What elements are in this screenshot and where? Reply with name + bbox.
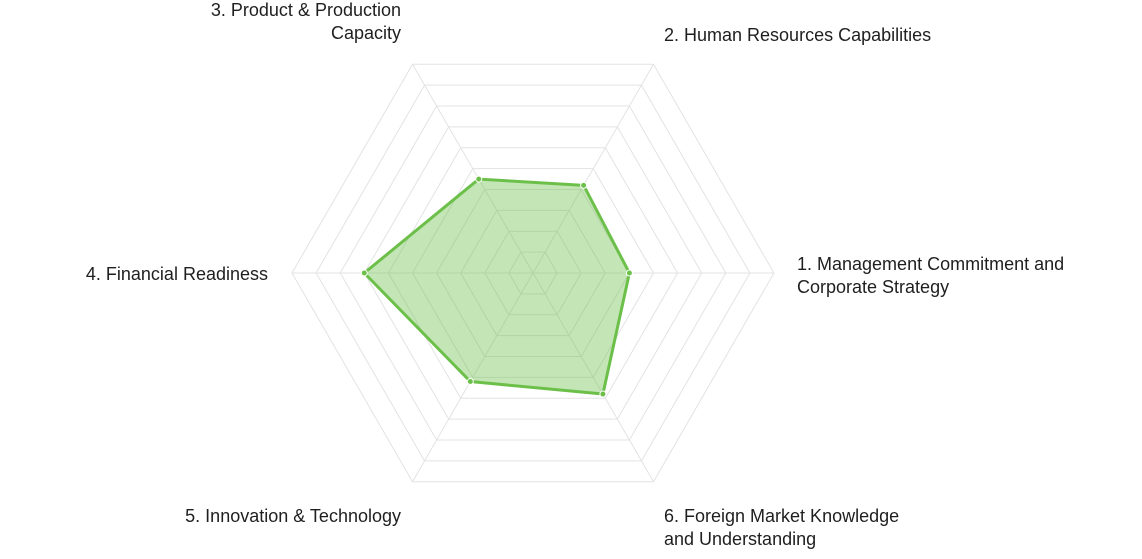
axis-label-6: 6. Foreign Market Knowledge and Understan… <box>664 506 899 549</box>
grid-spoke-2 <box>532 64 654 274</box>
radar-series <box>360 175 633 398</box>
axis-label-2-line-1: 2. Human Resources Capabilities <box>664 25 931 45</box>
grid-spoke-6 <box>532 272 654 482</box>
axis-label-1-line-2: Corporate Strategy <box>797 277 949 297</box>
axis-label-3: 3. Product & Production Capacity <box>211 0 401 43</box>
axis-label-5: 5. Innovation & Technology <box>185 506 401 526</box>
axis-label-3-line-1: 3. Product & Production <box>211 0 401 20</box>
data-point-4 <box>360 269 368 277</box>
axis-label-6-line-1: 6. Foreign Market Knowledge <box>664 506 899 526</box>
axis-label-4: 4. Financial Readiness <box>86 264 268 284</box>
axis-label-3-line-2: Capacity <box>331 23 401 43</box>
series-area-1 <box>362 177 631 396</box>
data-point-6 <box>599 390 607 398</box>
axis-label-1-line-1: 1. Management Commitment and <box>797 254 1064 274</box>
grid-spoke-3 <box>412 64 534 274</box>
data-point-2 <box>580 181 588 189</box>
axis-label-1: 1. Management Commitment and Corporate St… <box>797 254 1064 297</box>
axis-label-5-line-1: 5. Innovation & Technology <box>185 506 401 526</box>
grid-spoke-5 <box>412 272 534 482</box>
data-point-5 <box>466 378 474 386</box>
axis-label-6-line-2: and Understanding <box>664 529 816 549</box>
data-point-3 <box>475 175 483 183</box>
radar-axis-labels: 1. Management Commitment and Corporate St… <box>86 0 1064 549</box>
radar-grid <box>291 63 775 483</box>
axis-label-2: 2. Human Resources Capabilities <box>664 25 931 45</box>
data-point-1 <box>625 269 633 277</box>
axis-label-4-line-1: 4. Financial Readiness <box>86 264 268 284</box>
